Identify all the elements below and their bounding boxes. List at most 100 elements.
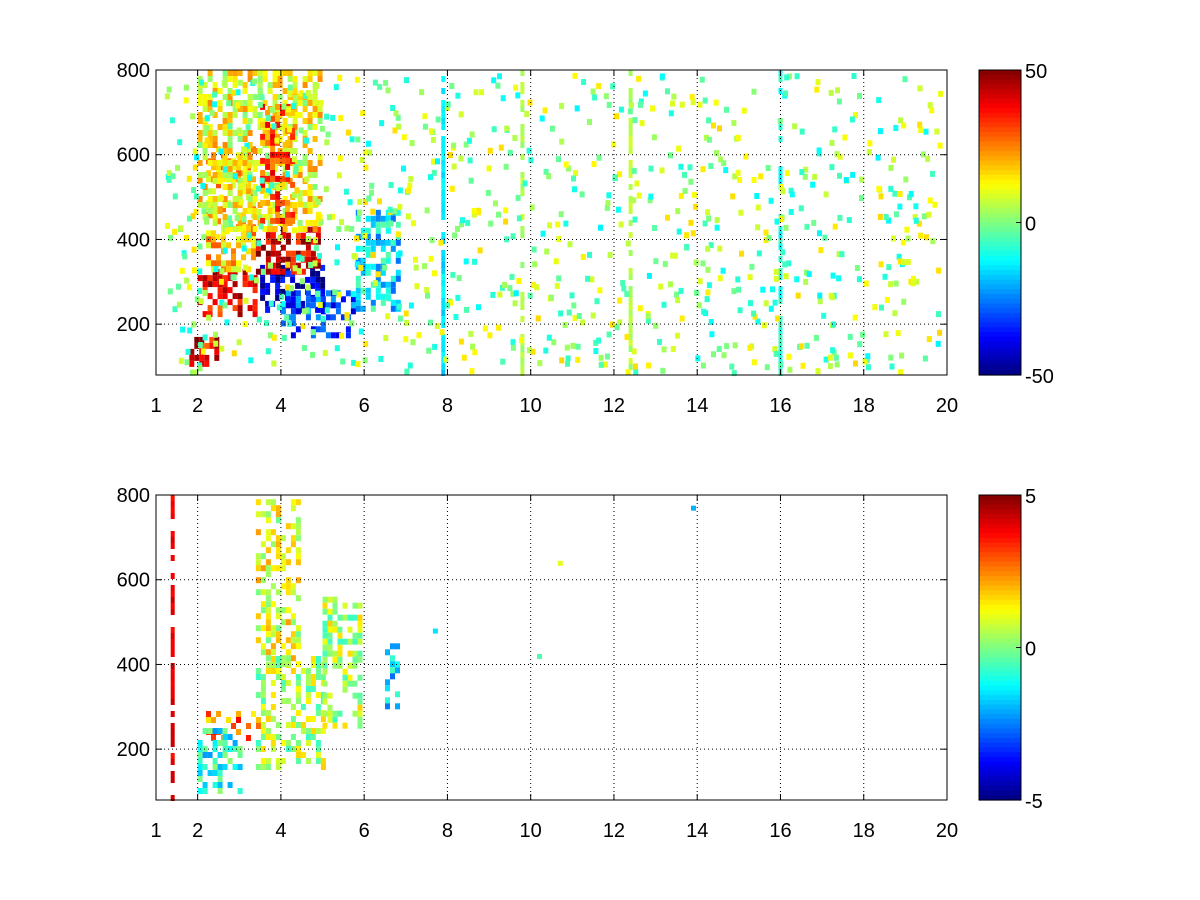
heatmap-cell <box>315 296 321 303</box>
heatmap-cell <box>304 176 310 183</box>
heatmap-cell <box>794 276 800 283</box>
heatmap-cell <box>211 717 216 723</box>
heatmap-cell <box>932 201 938 208</box>
heatmap-cell <box>342 638 348 645</box>
heatmap-cell <box>547 222 553 229</box>
heatmap-cell <box>285 109 291 116</box>
heatmap-cell <box>286 320 292 327</box>
heatmap-cell <box>900 239 906 246</box>
heatmap-cell <box>292 208 298 214</box>
heatmap-cell <box>662 261 668 267</box>
heatmap-cell <box>285 589 291 596</box>
heatmap-cell <box>357 602 363 609</box>
heatmap-cell <box>264 320 269 327</box>
heatmap-cell <box>397 250 403 257</box>
heatmap-cell <box>882 273 888 280</box>
heatmap-cell <box>592 94 598 101</box>
heatmap-cell <box>513 84 519 91</box>
heatmap-cell <box>260 264 266 271</box>
heatmap-cell <box>275 734 281 740</box>
x-tick-label: 8 <box>442 820 453 842</box>
heatmap-cell <box>242 281 248 288</box>
heatmap-cell <box>295 523 301 530</box>
heatmap-cell <box>275 637 281 644</box>
heatmap-cell <box>675 208 681 215</box>
heatmap-cell <box>260 649 266 656</box>
heatmap-cell <box>705 245 711 252</box>
heatmap-cell <box>926 336 932 343</box>
heatmap-cell <box>317 118 323 124</box>
heatmap-stripe-cell <box>170 507 175 513</box>
heatmap-cell <box>304 137 310 144</box>
heatmap-cell <box>563 161 569 168</box>
heatmap-cell <box>227 172 233 178</box>
heatmap-cell <box>280 181 286 188</box>
heatmap-cell <box>897 258 903 265</box>
heatmap-cell <box>395 221 401 228</box>
heatmap-cell <box>241 236 246 243</box>
heatmap-cell <box>221 260 226 267</box>
heatmap-cell <box>211 242 216 249</box>
heatmap-cell <box>227 76 233 82</box>
heatmap-cell <box>705 209 711 216</box>
heatmap-cell <box>315 306 321 313</box>
heatmap-cell <box>355 287 361 294</box>
heatmap-stripe-cell <box>628 208 633 214</box>
heatmap-cell <box>184 359 190 366</box>
heatmap-cell <box>297 172 303 178</box>
heatmap-cell <box>202 142 208 148</box>
colorbar-segment <box>979 499 1021 506</box>
heatmap-cell <box>385 685 390 692</box>
heatmap-cell <box>603 361 608 368</box>
heatmap-cell <box>280 109 286 116</box>
heatmap-cell <box>202 275 208 282</box>
heatmap-cell <box>497 73 502 80</box>
heatmap-cell <box>803 166 809 173</box>
heatmap-cell <box>295 625 301 632</box>
heatmap-cell <box>714 150 719 156</box>
heatmap-cell <box>332 596 338 603</box>
heatmap-cell <box>344 312 350 319</box>
heatmap-cell <box>272 112 278 118</box>
heatmap-cell <box>330 114 336 121</box>
heatmap-cell <box>352 638 358 645</box>
heatmap-cell <box>370 299 376 306</box>
heatmap-cell <box>307 118 313 124</box>
heatmap-cell <box>265 529 271 536</box>
x-tick-label: 12 <box>603 395 625 417</box>
heatmap-cell <box>305 284 311 291</box>
heatmap-cell <box>516 215 522 222</box>
heatmap-cell <box>217 172 223 178</box>
heatmap-region-5 <box>322 596 363 729</box>
heatmap-cell <box>176 283 181 290</box>
heatmap-cell <box>357 638 363 645</box>
heatmap-cell <box>245 124 251 131</box>
heatmap-cell <box>265 607 271 614</box>
heatmap-cell <box>847 352 853 359</box>
heatmap-cell <box>452 232 458 239</box>
heatmap-cell <box>585 275 591 282</box>
heatmap-cell <box>347 626 353 633</box>
heatmap-cell <box>512 135 518 141</box>
heatmap-cell <box>237 752 243 758</box>
heatmap-cell <box>290 290 296 297</box>
heatmap-stripe-cell <box>441 262 446 268</box>
heatmap-cell <box>883 214 889 220</box>
heatmap-cell <box>432 270 437 277</box>
heatmap-cell <box>917 85 923 92</box>
heatmap-cell <box>706 282 712 289</box>
heatmap-cell <box>672 252 678 259</box>
heatmap-cell <box>294 187 300 194</box>
colorbar-segment <box>979 680 1021 687</box>
heatmap-cell <box>385 679 390 686</box>
heatmap-cell <box>180 326 186 333</box>
heatmap-cell <box>265 601 271 608</box>
heatmap-cell <box>579 191 585 198</box>
heatmap-cell <box>212 196 218 202</box>
heatmap-stripe-cell <box>520 304 525 310</box>
heatmap-cell <box>259 94 265 101</box>
heatmap-cell <box>206 314 212 321</box>
colorbar-segment <box>979 170 1021 176</box>
heatmap-stripe-cell <box>520 232 525 238</box>
heatmap-cell <box>390 245 396 252</box>
